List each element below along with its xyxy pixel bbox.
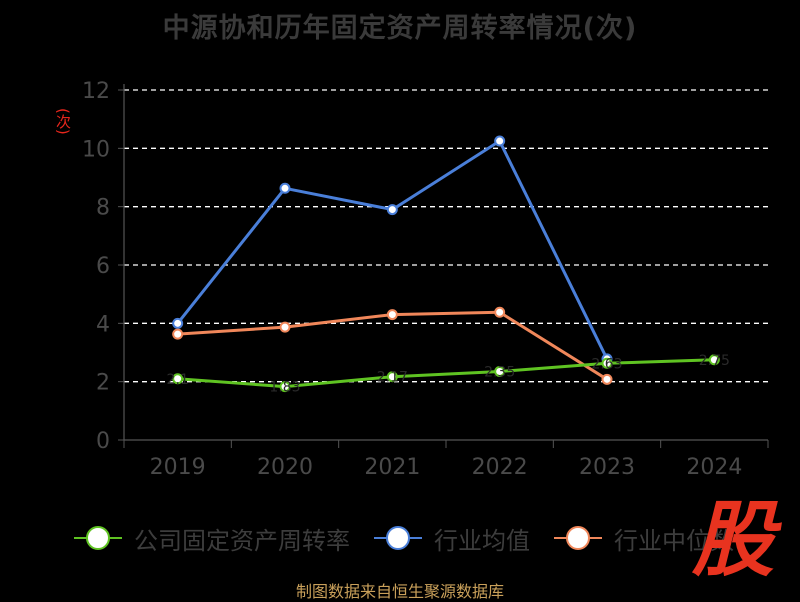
series-line	[176, 139, 609, 360]
legend-label: 公司固定资产周转率	[134, 526, 350, 555]
data-label: 2.35	[484, 364, 515, 380]
data-label: 2.1	[167, 372, 189, 388]
data-label: 1.83	[269, 380, 300, 396]
data-point	[386, 309, 398, 321]
data-label: 2.63	[591, 356, 622, 372]
series-lines	[172, 135, 720, 393]
x-tick-label: 2022	[472, 455, 528, 480]
data-point	[601, 373, 613, 385]
legend: 公司固定资产周转率 行业均值 行业中位数	[72, 518, 756, 558]
y-tick-label: 6	[96, 254, 110, 279]
series-line	[177, 358, 715, 389]
data-point	[279, 381, 291, 393]
y-tick-label: 4	[96, 312, 110, 337]
data-label: 2.75	[699, 353, 730, 369]
data-point	[601, 357, 613, 369]
grid-lines	[124, 89, 768, 383]
legend-item-company[interactable]: 公司固定资产周转率	[72, 521, 350, 556]
legend-dot-icon	[86, 526, 110, 550]
x-tick-label: 2020	[257, 455, 313, 480]
legend-dot-icon	[386, 526, 410, 550]
data-point	[708, 354, 720, 366]
legend-label: 行业均值	[434, 526, 530, 555]
data-label: 2.17	[377, 370, 408, 386]
x-tick-label: 2024	[686, 455, 742, 480]
data-point	[172, 373, 184, 385]
chart-title: 中源协和历年固定资产周转率情况(次)	[162, 13, 638, 44]
axes: 0 2 4 6 8 10 12 2019 2020 2021 2022 2023 2024	[82, 79, 769, 480]
data-labels: 2.1 1.83 2.17 2.35 2.63 2.75	[167, 353, 730, 396]
legend-marker-icon	[72, 523, 124, 553]
data-point	[494, 135, 506, 147]
y-tick-label: 12	[82, 79, 110, 104]
y-tick-label: 8	[96, 196, 110, 221]
data-point	[172, 328, 184, 340]
y-axis-label: (次)	[54, 108, 72, 135]
x-tick-label: 2023	[579, 455, 635, 480]
data-point	[279, 321, 291, 333]
data-point	[386, 204, 398, 216]
source-note: 制图数据来自恒生聚源数据库	[295, 582, 504, 601]
legend-label: 行业中位数	[614, 526, 734, 555]
brand-logo: 股	[692, 493, 774, 588]
data-point	[172, 317, 184, 329]
y-tick-label: 10	[82, 137, 110, 162]
data-point	[386, 371, 398, 383]
data-point	[494, 365, 506, 377]
legend-dot-icon	[566, 526, 590, 550]
y-tick-label: 2	[96, 371, 110, 396]
x-tick-label: 2019	[150, 455, 206, 480]
legend-marker-icon	[372, 523, 424, 553]
legend-marker-icon	[552, 523, 604, 553]
data-point	[279, 182, 291, 194]
legend-item-industry-mean[interactable]: 行业均值	[372, 521, 530, 556]
y-tick-label: 0	[96, 429, 110, 454]
x-tick-label: 2021	[364, 455, 420, 480]
legend-item-industry-median[interactable]: 行业中位数	[552, 521, 734, 556]
data-point	[494, 306, 506, 318]
